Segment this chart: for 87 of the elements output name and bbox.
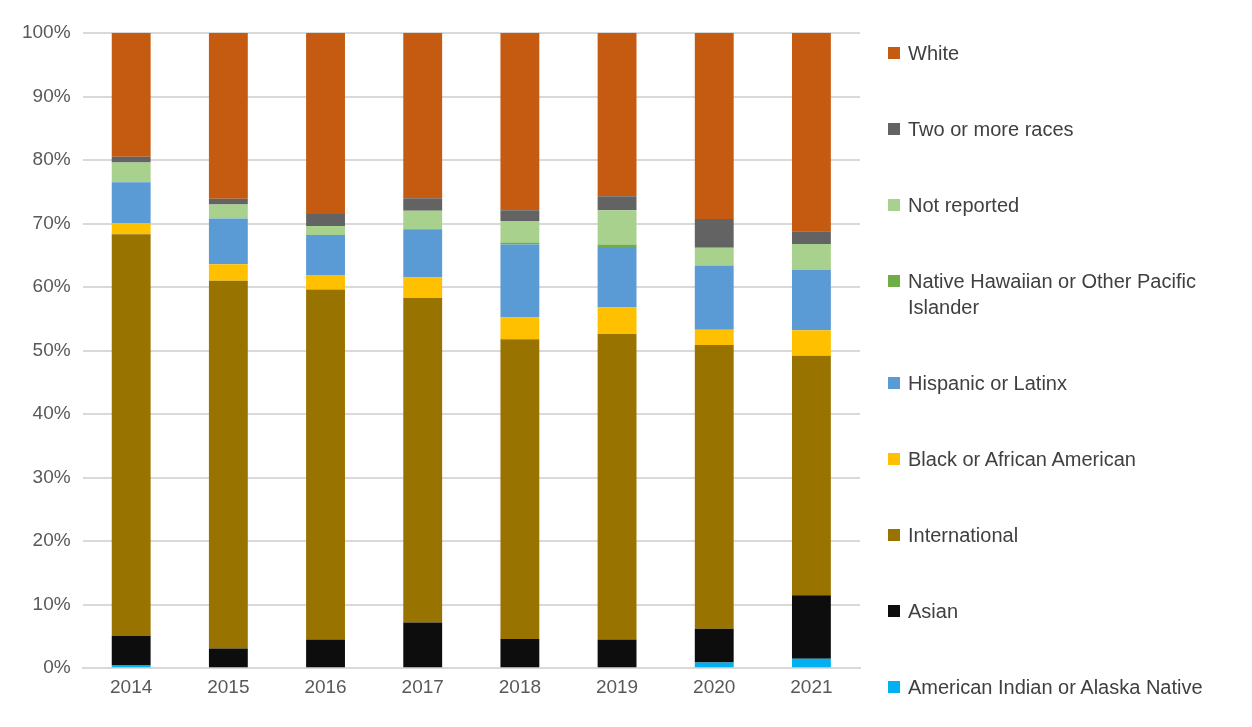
bar — [306, 226, 345, 235]
bar — [306, 275, 345, 290]
x-tick-label: 2019 — [595, 675, 639, 697]
y-tick-label: 20% — [32, 529, 71, 551]
bar — [597, 196, 637, 211]
bar — [208, 264, 248, 281]
y-tick-label: 10% — [32, 592, 71, 614]
y-tick-label: 50% — [32, 338, 71, 360]
y-tick-label: 30% — [32, 465, 71, 487]
bar — [306, 33, 345, 215]
legend-label: Asian — [908, 599, 959, 624]
bar — [791, 243, 831, 270]
bar — [111, 182, 151, 223]
legend-label: Native Hawaiian or Other Pacific Islander — [908, 269, 1197, 320]
bar — [791, 330, 831, 356]
bar — [500, 244, 540, 318]
bar — [791, 231, 831, 244]
bar — [694, 219, 734, 248]
x-tick-label: 2017 — [401, 675, 444, 697]
bar — [597, 334, 637, 640]
bar — [208, 280, 248, 649]
bar — [208, 218, 248, 265]
bar — [403, 277, 443, 298]
bar — [111, 33, 151, 157]
bar — [791, 355, 831, 596]
legend-label: Black or African American — [908, 447, 1136, 472]
bar — [208, 648, 248, 668]
bar — [597, 210, 637, 245]
legend-label: International — [908, 523, 1019, 548]
legend-label: American Indian or Alaska Native — [908, 675, 1203, 700]
bar — [306, 214, 345, 227]
x-tick-label: 2020 — [693, 675, 736, 697]
bar — [791, 595, 831, 659]
bar — [403, 210, 443, 230]
bar — [694, 628, 734, 663]
bar — [111, 635, 151, 666]
y-tick-label: 100% — [21, 21, 71, 43]
x-tick-label: 2014 — [110, 675, 153, 697]
bar — [597, 307, 637, 335]
y-tick-label: 0% — [43, 656, 71, 678]
y-tick-label: 60% — [32, 275, 71, 297]
bar — [208, 204, 248, 219]
bar — [500, 317, 540, 340]
bar — [791, 269, 831, 331]
bar — [111, 665, 151, 668]
bar — [694, 662, 734, 668]
y-tick-label: 40% — [32, 402, 71, 424]
bar — [597, 247, 637, 308]
y-tick-label: 90% — [32, 84, 71, 106]
bar — [306, 234, 345, 276]
bar — [403, 229, 443, 278]
bar — [597, 639, 637, 668]
x-tick-label: 2015 — [207, 675, 250, 697]
bar — [500, 210, 540, 222]
bar — [403, 33, 443, 199]
bar — [500, 33, 540, 211]
bar — [403, 198, 443, 211]
bar — [306, 639, 345, 668]
bar — [694, 344, 734, 629]
bar — [111, 234, 151, 636]
bar — [208, 198, 248, 205]
bar — [694, 329, 734, 345]
bar — [694, 265, 734, 330]
bar — [500, 221, 540, 243]
bar — [500, 339, 540, 639]
bar — [111, 156, 151, 163]
y-tick-label: 70% — [32, 211, 71, 233]
bar — [208, 33, 248, 199]
legend-label: Two or more races — [908, 117, 1074, 142]
bar — [111, 222, 151, 235]
bar — [597, 33, 637, 197]
x-tick-label: 2018 — [498, 675, 542, 697]
bar — [111, 162, 151, 183]
x-tick-label: 2021 — [790, 675, 833, 697]
bar — [694, 33, 734, 220]
bar — [694, 247, 734, 266]
legend-label: White — [908, 41, 960, 66]
legend-label: Not reported — [908, 193, 1020, 218]
bar — [791, 658, 831, 668]
bar — [306, 289, 345, 640]
y-tick-label: 80% — [32, 148, 71, 170]
legend-label: Hispanic or Latinx — [908, 371, 1067, 396]
bar — [500, 638, 540, 668]
bar — [403, 297, 443, 623]
x-tick-label: 2016 — [304, 675, 347, 697]
bar — [403, 622, 443, 668]
bar — [791, 33, 831, 232]
